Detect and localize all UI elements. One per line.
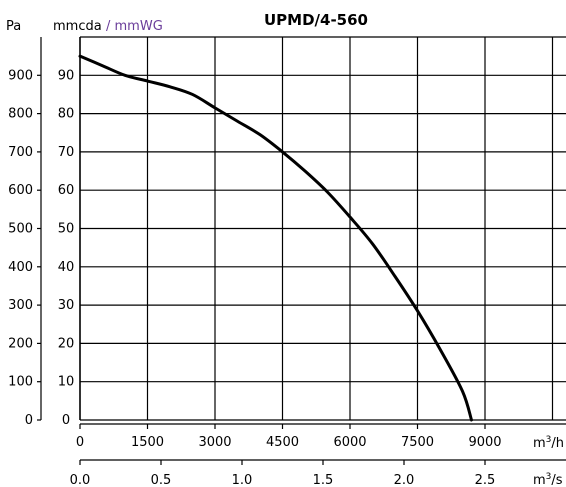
y-tick-label-mmcda: 10 [58, 375, 75, 390]
y-tick-label-pa: 100 [8, 375, 33, 390]
y-axis-label-pa: Pa [6, 19, 21, 34]
performance-curve [78, 54, 473, 422]
y-tick-label-pa: 0 [25, 413, 33, 428]
x-axis-label-m3s: m3/s [533, 472, 563, 487]
y-tick-label-mmcda: 60 [58, 183, 75, 198]
x-tick-label-m3h: 9000 [468, 435, 501, 450]
y-tick-label-pa: 300 [8, 298, 33, 313]
x-tick-labels-m3s: 0.0 0.5 1.0 1.5 2.0 2.5 [70, 473, 496, 487]
x-tick-labels-m3h: 0 1500 3000 4500 6000 7500 9000 [76, 435, 502, 450]
y-tick-label-mmcda: 70 [58, 145, 75, 160]
y-tick-labels-pa: 0 100 200 300 400 500 600 700 800 900 [8, 68, 33, 428]
y-tick-label-mmcda: 30 [58, 298, 75, 313]
y-tick-label-mmcda: 0 [62, 413, 70, 428]
y-axis-label-mmwg: / mmWG [106, 19, 163, 34]
x-tick-label-m3s: 0.5 [151, 473, 172, 487]
x-tick-label-m3s: 2.5 [475, 473, 496, 487]
y-tick-label-mmcda: 20 [58, 336, 75, 351]
x-tick-label-m3s: 1.0 [232, 473, 253, 487]
x-tick-label-m3h: 1500 [131, 435, 164, 450]
y-tick-label-pa: 500 [8, 222, 33, 237]
y-tick-label-pa: 200 [8, 336, 33, 351]
y-tick-label-pa: 600 [8, 183, 33, 198]
y-tick-label-mmcda: 50 [58, 222, 75, 237]
tick-marks [37, 37, 566, 465]
y-tick-label-mmcda: 90 [58, 68, 75, 83]
y-axis-label-mmcda: mmcda [53, 19, 102, 34]
x-tick-label-m3h: 6000 [333, 435, 366, 450]
grid [79, 36, 566, 421]
y-tick-label-mmcda: 40 [58, 260, 75, 275]
y-tick-label-pa: 400 [8, 260, 33, 275]
y-tick-label-pa: 900 [8, 68, 33, 83]
y-tick-label-mmcda: 80 [58, 107, 75, 122]
x-tick-label-m3h: 4500 [266, 435, 299, 450]
y-tick-label-pa: 800 [8, 107, 33, 122]
x-tick-label-m3s: 1.5 [313, 473, 334, 487]
x-tick-label-m3h: 7500 [401, 435, 434, 450]
y-tick-label-pa: 700 [8, 145, 33, 160]
chart-title: UPMD/4-560 [264, 11, 368, 29]
x-tick-label-m3s: 0.0 [70, 473, 91, 487]
x-axis-label-m3h: m3/h [533, 435, 564, 451]
y-tick-labels-mmcda: 0 10 20 30 40 50 60 70 80 90 [58, 68, 75, 428]
x-tick-label-m3h: 0 [76, 435, 84, 450]
x-tick-label-m3s: 2.0 [394, 473, 415, 487]
x-tick-label-m3h: 3000 [198, 435, 231, 450]
